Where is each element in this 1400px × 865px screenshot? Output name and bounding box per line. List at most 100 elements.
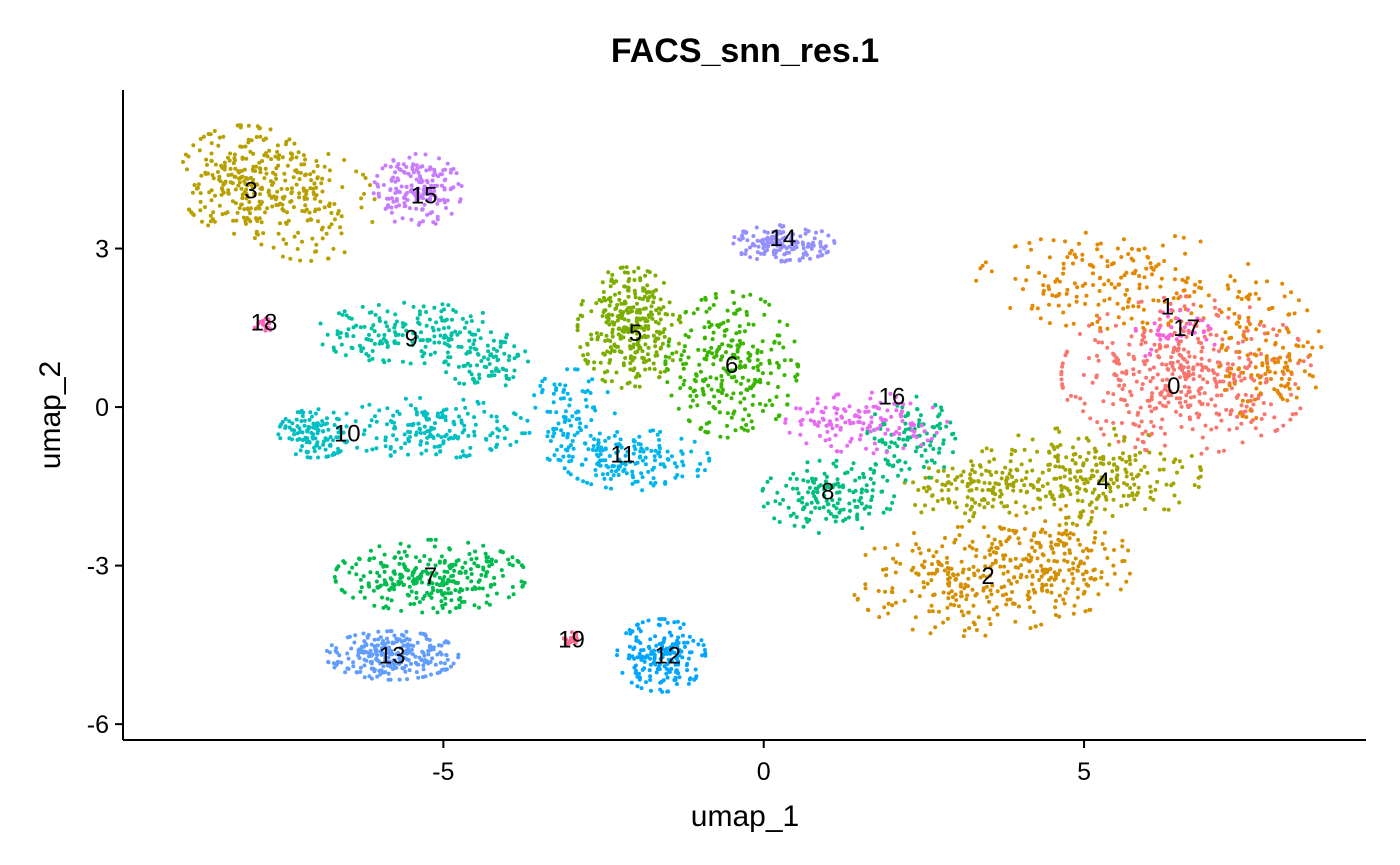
point — [843, 471, 848, 476]
point — [211, 210, 216, 215]
point — [703, 651, 708, 656]
point — [1071, 321, 1076, 326]
point — [1225, 361, 1230, 366]
point — [959, 590, 964, 595]
point — [443, 414, 448, 419]
point — [533, 405, 538, 410]
point — [610, 330, 615, 335]
point — [1170, 364, 1175, 369]
point — [1095, 242, 1100, 247]
point — [931, 507, 936, 512]
point — [462, 325, 467, 330]
point — [556, 457, 561, 462]
point — [853, 478, 858, 483]
point — [1145, 321, 1150, 326]
point — [923, 475, 928, 480]
point — [271, 194, 276, 199]
point — [403, 441, 408, 446]
point — [925, 581, 930, 586]
point — [952, 500, 957, 505]
point — [1258, 381, 1263, 386]
point — [442, 575, 447, 579]
point — [298, 448, 303, 453]
point — [1253, 426, 1258, 431]
point — [817, 458, 822, 463]
point — [941, 441, 946, 446]
point — [1113, 323, 1118, 328]
point — [372, 197, 377, 202]
point — [733, 428, 738, 433]
point — [891, 432, 896, 437]
point — [1027, 241, 1032, 245]
point — [816, 423, 820, 428]
point — [475, 363, 479, 368]
point — [820, 416, 825, 421]
point — [342, 158, 347, 162]
point — [1295, 336, 1300, 341]
point — [658, 317, 663, 322]
point — [1305, 308, 1310, 313]
point — [321, 442, 326, 447]
point — [1073, 394, 1078, 399]
point — [1148, 261, 1153, 266]
point — [459, 345, 464, 349]
point — [1256, 396, 1261, 401]
point — [662, 327, 667, 332]
point — [1109, 282, 1114, 286]
point — [1147, 404, 1152, 409]
point — [647, 646, 652, 651]
point — [1296, 344, 1301, 349]
point — [945, 605, 950, 610]
point — [1053, 294, 1058, 299]
point — [894, 408, 899, 413]
point — [367, 423, 372, 428]
point — [1031, 506, 1036, 511]
point — [393, 341, 398, 346]
point — [658, 680, 663, 685]
point — [663, 481, 668, 486]
point — [848, 439, 853, 444]
point — [298, 170, 303, 175]
point — [232, 231, 237, 236]
point — [652, 657, 657, 661]
point — [1032, 609, 1036, 614]
point — [249, 183, 254, 188]
point — [804, 441, 809, 446]
point — [1281, 322, 1285, 327]
point — [418, 631, 423, 636]
point — [1131, 367, 1136, 372]
point — [468, 314, 473, 319]
point — [988, 622, 993, 627]
point — [408, 602, 413, 607]
point — [1280, 397, 1285, 402]
point — [1199, 349, 1204, 354]
point — [566, 470, 571, 475]
point — [1105, 345, 1110, 350]
point — [638, 629, 643, 634]
point — [570, 414, 575, 419]
point — [993, 560, 998, 565]
point — [477, 586, 482, 591]
point — [430, 210, 435, 215]
point — [1248, 351, 1253, 356]
point — [1237, 366, 1241, 371]
point — [1134, 379, 1139, 384]
point — [1115, 301, 1120, 306]
point — [881, 474, 885, 479]
point — [1005, 569, 1010, 574]
point — [1062, 551, 1067, 556]
point — [863, 586, 868, 591]
point — [206, 223, 211, 228]
point — [777, 247, 782, 252]
point — [626, 294, 631, 299]
point — [1276, 359, 1281, 364]
point — [197, 148, 202, 153]
point — [415, 335, 420, 339]
point — [1123, 292, 1128, 297]
point — [610, 334, 615, 339]
point — [582, 441, 587, 446]
point — [675, 644, 680, 649]
point — [575, 430, 580, 435]
point — [777, 333, 782, 338]
point — [803, 231, 808, 236]
